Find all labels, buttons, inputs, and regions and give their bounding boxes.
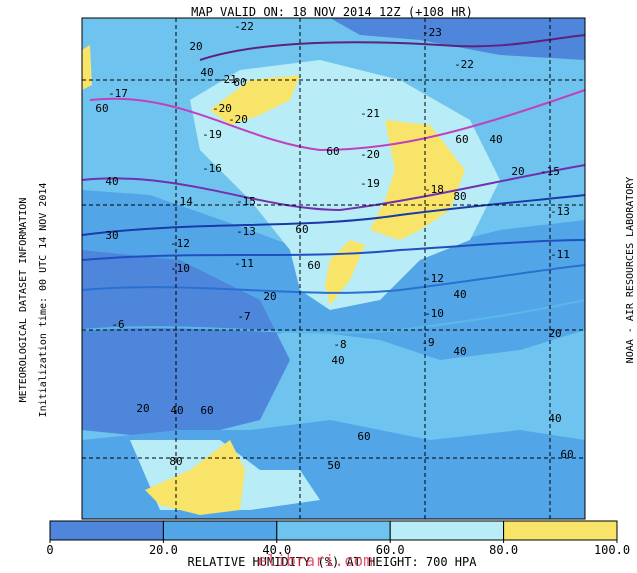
contour-label: -19 <box>360 177 380 190</box>
contour-label: 20 <box>263 290 276 303</box>
isotherm <box>199 34 586 61</box>
contour-label: -21 <box>360 107 380 120</box>
contour-label: -7 <box>237 310 250 323</box>
contour-label: -13 <box>236 225 256 238</box>
map-title: MAP VALID ON: 18 NOV 2014 12Z (+108 HR) <box>191 5 473 19</box>
contour-label: 40 <box>200 66 213 79</box>
contour-label: -18 <box>424 183 444 196</box>
contour-label: 40 <box>453 345 466 358</box>
contour-label: 80 <box>453 190 466 203</box>
colorbar-bin <box>389 520 505 541</box>
contour-label: -22 <box>234 20 254 33</box>
contour-label: 40 <box>548 412 561 425</box>
contour-label: 20 <box>511 165 524 178</box>
map <box>81 17 586 520</box>
colorbar-tick-label: 60.0 <box>376 543 405 557</box>
colorbar-tick-label: 100.0 <box>594 543 630 557</box>
isotherm <box>81 264 586 294</box>
contour-label: 20 <box>189 40 202 53</box>
region <box>330 18 585 60</box>
contour-label: -11 <box>234 257 254 270</box>
colorbar-tick-label: 0 <box>46 543 53 557</box>
contour-label: -20 <box>212 102 232 115</box>
map-frame <box>81 17 586 520</box>
contour-label: 60 <box>357 430 370 443</box>
watermark: elibrari.com <box>257 551 373 569</box>
field-label: RELATIVE HUMIDITY (%) AT HEIGHT: 700 HPA <box>188 555 478 569</box>
init-label: Initialization time: 00 UTC 14 NOV 2014 <box>38 183 49 418</box>
moist-area <box>82 45 92 90</box>
contour-label: -8 <box>333 338 346 351</box>
contour-label: -14 <box>173 195 193 208</box>
contour-label: 60 <box>295 223 308 236</box>
colorbar-bin <box>276 520 391 541</box>
contour-label: -15 <box>236 195 256 208</box>
contour-label: -15 <box>540 165 560 178</box>
colorbar-tick-label: 40.0 <box>262 543 291 557</box>
contour-label: -22 <box>454 58 474 71</box>
contour-label: -17 <box>108 87 128 100</box>
moist-area <box>145 440 245 515</box>
contour-label: -11 <box>550 248 570 261</box>
isotherm <box>81 299 586 334</box>
contour-label: 60 <box>200 404 213 417</box>
contour-label: 60 <box>307 259 320 272</box>
side-label: METEOROLOGICAL DATASET INFORMATION <box>18 198 29 403</box>
contour-label: -12 <box>170 237 190 250</box>
contour-label: 60 <box>455 133 468 146</box>
lab-label: NOAA - AIR RESOURCES LABORATORY <box>625 177 636 364</box>
contour-label: 40 <box>489 133 502 146</box>
contour-label: 40 <box>331 354 344 367</box>
contour-label: -23 <box>422 26 442 39</box>
contour-label: -16 <box>202 162 222 175</box>
contour-label: 60 <box>233 76 246 89</box>
contour-label: -6 <box>111 318 124 331</box>
contour-label: 40 <box>170 404 183 417</box>
contour-label: 30 <box>105 229 118 242</box>
colorbar-tick-label: 20.0 <box>149 543 178 557</box>
region <box>190 60 500 310</box>
colorbar: 0 20.0 40.0 60.0 80.0 100.0 <box>46 520 630 557</box>
contour-label: 60 <box>560 448 573 461</box>
contour-label: -12 <box>424 272 444 285</box>
contour-label: -20 <box>360 148 380 161</box>
colorbar-bin <box>162 520 278 541</box>
contour-label: -19 <box>202 128 222 141</box>
contour-label: -21 <box>217 73 237 86</box>
contour-label: 40 <box>453 288 466 301</box>
contour-label: 60 <box>326 145 339 158</box>
isotherm <box>81 239 586 261</box>
contour-label: 50 <box>327 459 340 472</box>
contour-label: 20 <box>136 402 149 415</box>
contour-label: 60 <box>95 102 108 115</box>
colorbar-bin <box>49 520 164 541</box>
colorbar-tick-label: 80.0 <box>489 543 518 557</box>
contour-label: 40 <box>105 175 118 188</box>
contour-label: 20 <box>548 327 561 340</box>
region <box>82 250 290 440</box>
contour-label: -9 <box>421 336 434 349</box>
contour-label: -13 <box>550 205 570 218</box>
contour-label: -10 <box>424 307 444 320</box>
contour-label: -10 <box>170 262 190 275</box>
isotherms <box>81 34 586 334</box>
colorbar-bin <box>503 520 618 541</box>
isotherm <box>89 89 586 152</box>
isotherm <box>81 194 586 236</box>
contour-label: 80 <box>169 455 182 468</box>
moist-area <box>325 240 365 305</box>
moist-area <box>210 75 300 125</box>
contour-label: -20 <box>228 113 248 126</box>
isotherm <box>81 164 586 212</box>
